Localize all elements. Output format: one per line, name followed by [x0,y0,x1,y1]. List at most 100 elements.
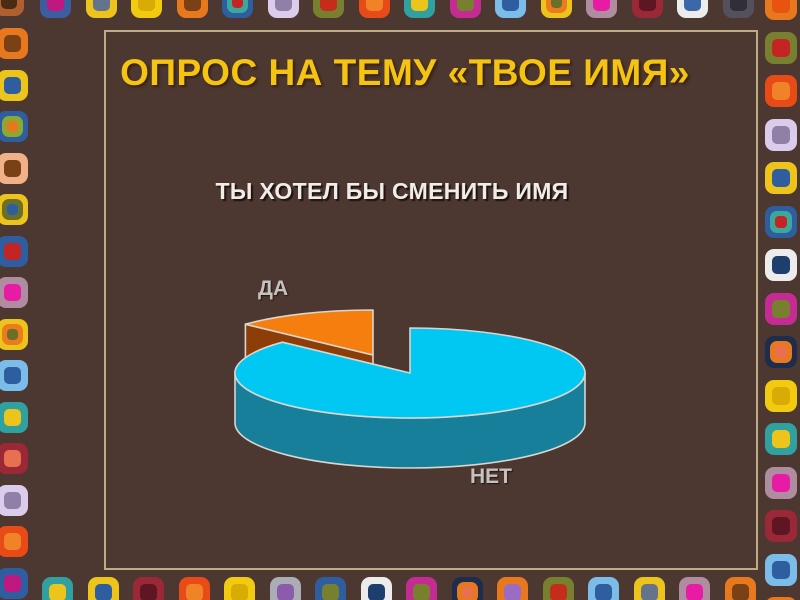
frame-square [131,0,162,18]
frame-square-center [232,0,243,8]
frame-square [222,0,253,18]
frame-square [0,69,28,101]
frame-square-center [772,430,790,448]
frame-square [588,577,619,600]
frame-square-center [772,169,790,187]
frame-square [87,577,119,600]
frame-square-center [456,0,474,11]
frame-square [0,194,28,225]
frame-square-center [772,299,790,318]
frame-square [315,577,346,600]
frame-square-center [772,517,790,535]
frame-square-center [4,159,21,177]
frame-square [42,577,73,600]
frame-square [133,577,164,600]
frame-square [765,162,797,194]
frame-square [765,379,797,412]
frame-square [224,577,255,600]
frame-square-center [276,584,294,600]
frame-square [765,0,797,20]
frame-square [0,28,28,59]
frame-square [358,0,390,18]
frame-square-center [411,0,428,11]
frame-square-center [772,82,790,100]
frame-square-center [92,0,110,11]
frame-square-center [775,215,787,228]
frame-square [765,292,797,325]
frame-square-center [772,125,790,144]
frame-square-center [4,408,21,426]
frame-square-center [775,346,787,358]
frame-square-center [4,284,21,301]
frame-square [542,577,574,600]
frame-square-center [4,242,21,260]
frame-square [724,577,756,600]
frame-square [765,75,797,107]
chart-question: ТЫ ХОТЕЛ БЫ СМЕНИТЬ ИМЯ [215,178,569,204]
frame-square [176,0,208,18]
frame-square-center [7,204,18,215]
frame-square [40,0,71,18]
frame-square-center [7,328,18,340]
frame-square [267,0,299,18]
frame-square [178,577,210,600]
frame-square-center [4,574,21,592]
frame-square [0,318,28,350]
frame-square-center [4,533,21,550]
frame-square [679,577,710,600]
frame-square [0,567,28,599]
frame-square [497,577,528,600]
frame-square [451,577,483,600]
frame-square [631,0,663,18]
content-panel [104,30,758,570]
frame-square-center [94,584,112,600]
frame-square [0,443,28,474]
frame-square-center [593,0,610,11]
frame-square [586,0,617,18]
frame-square-center [461,587,473,598]
frame-square-center [185,584,203,600]
frame-square-center [504,584,521,600]
frame-square [313,0,344,18]
frame-square-center [772,473,790,492]
frame-square-center [684,0,701,11]
frame-square-center [772,386,790,405]
frame-square [0,277,28,308]
frame-square-center [320,0,337,11]
frame-square [85,0,117,18]
frame-square-center [731,584,749,600]
frame-square [677,0,708,18]
frame-square-center [7,121,18,132]
frame-square [765,553,797,586]
frame-square [540,0,572,18]
pie-label-no: НЕТ [470,465,512,488]
frame-square [0,526,28,557]
frame-square [360,577,392,600]
frame-square-center [595,584,612,600]
frame-square [765,510,797,542]
frame-square [0,0,24,16]
frame-square-center [367,584,385,600]
frame-square [765,336,797,368]
frame-square-center [550,0,562,8]
frame-square-center [772,0,790,13]
frame-square [495,0,526,18]
frame-square [449,0,481,18]
frame-square-center [772,560,790,579]
frame-square-center [638,0,656,11]
frame-square-center [772,256,790,274]
frame-square-center [4,450,21,467]
frame-square-center [1,0,17,9]
slide-title: ОПРОС НА ТЕМУ «ТВОЕ ИМЯ» [120,52,690,93]
frame-square [0,111,28,142]
frame-square [0,484,28,516]
frame-square [765,597,797,600]
frame-square-center [502,0,519,11]
frame-square [0,360,28,391]
frame-square [0,401,28,433]
frame-square-center [365,0,383,11]
frame-square [633,577,665,600]
frame-square-center [413,584,430,600]
frame-square-center [4,367,21,384]
